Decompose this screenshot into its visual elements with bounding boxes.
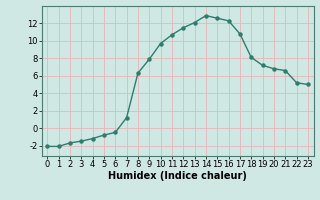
- X-axis label: Humidex (Indice chaleur): Humidex (Indice chaleur): [108, 171, 247, 181]
